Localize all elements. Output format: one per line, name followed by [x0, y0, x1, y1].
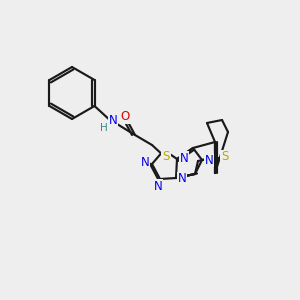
Text: O: O: [120, 110, 130, 124]
Text: S: S: [162, 149, 170, 163]
Text: S: S: [221, 151, 229, 164]
Text: N: N: [141, 157, 149, 169]
Text: N: N: [205, 154, 213, 166]
Text: N: N: [178, 172, 186, 185]
Text: H: H: [100, 123, 108, 133]
Text: N: N: [109, 115, 117, 128]
Text: N: N: [154, 179, 162, 193]
Text: N: N: [180, 152, 188, 164]
